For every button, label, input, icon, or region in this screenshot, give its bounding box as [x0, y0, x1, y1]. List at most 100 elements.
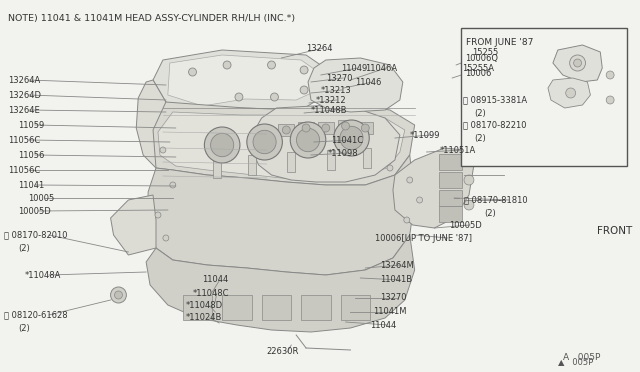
Polygon shape [252, 105, 400, 182]
Text: *11048A: *11048A [25, 270, 61, 279]
Text: (2): (2) [474, 109, 486, 118]
Circle shape [464, 175, 474, 185]
Circle shape [606, 96, 614, 104]
Text: *11098: *11098 [328, 148, 358, 157]
Text: 13270: 13270 [380, 294, 406, 302]
Circle shape [253, 130, 276, 154]
Polygon shape [248, 155, 256, 175]
Text: Ⓑ 08170-82010: Ⓑ 08170-82010 [4, 231, 67, 240]
Text: *11048D: *11048D [186, 301, 223, 311]
Circle shape [115, 291, 122, 299]
Circle shape [189, 68, 196, 76]
Text: 13264: 13264 [306, 44, 333, 52]
Polygon shape [439, 154, 462, 170]
Circle shape [296, 128, 319, 152]
Polygon shape [298, 122, 314, 134]
Circle shape [300, 66, 308, 74]
Circle shape [333, 120, 369, 156]
Text: Ⓑ 08170-82210: Ⓑ 08170-82210 [463, 121, 527, 129]
Text: *13213: *13213 [321, 86, 351, 94]
Text: NOTE) 11041 & 11041M HEAD ASSY-CYLINDER RH/LH (INC.*): NOTE) 11041 & 11041M HEAD ASSY-CYLINDER … [8, 14, 295, 23]
Polygon shape [158, 112, 404, 180]
Text: *11099: *11099 [410, 131, 440, 140]
Circle shape [160, 147, 166, 153]
Text: 11056C: 11056C [8, 135, 40, 144]
Circle shape [566, 88, 575, 98]
Polygon shape [153, 50, 331, 115]
Text: 13264D: 13264D [8, 90, 41, 99]
Circle shape [606, 71, 614, 79]
Polygon shape [357, 122, 373, 134]
Text: 11041B: 11041B [380, 276, 412, 285]
Polygon shape [153, 102, 415, 185]
Polygon shape [364, 148, 371, 168]
Text: 11049: 11049 [340, 64, 367, 73]
Text: Ⓦ 08915-3381A: Ⓦ 08915-3381A [463, 96, 527, 105]
Circle shape [271, 93, 278, 101]
Text: *11024B: *11024B [186, 314, 222, 323]
Circle shape [464, 200, 474, 210]
Text: 10005: 10005 [28, 193, 54, 202]
Text: 10005D: 10005D [18, 206, 51, 215]
Circle shape [570, 55, 586, 71]
Text: A   005P: A 005P [563, 353, 600, 362]
Circle shape [322, 124, 330, 132]
Polygon shape [111, 195, 156, 255]
Polygon shape [168, 55, 324, 106]
Text: 10006Q: 10006Q [465, 54, 498, 62]
Circle shape [247, 124, 282, 160]
Text: 13270: 13270 [326, 74, 352, 83]
Polygon shape [338, 120, 353, 132]
Circle shape [204, 127, 240, 163]
Text: ▲   005P: ▲ 005P [558, 357, 593, 366]
Polygon shape [278, 124, 294, 136]
Polygon shape [222, 295, 252, 320]
Circle shape [573, 59, 582, 67]
Circle shape [155, 212, 161, 218]
Text: 11041M: 11041M [373, 308, 406, 317]
Text: 10006[UP TO JUNE '87]: 10006[UP TO JUNE '87] [375, 234, 472, 243]
Polygon shape [148, 155, 415, 275]
Text: (2): (2) [484, 208, 495, 218]
Text: 10005D: 10005D [449, 221, 482, 230]
Polygon shape [327, 150, 335, 170]
Polygon shape [182, 295, 212, 320]
Circle shape [387, 165, 393, 171]
Circle shape [302, 124, 310, 132]
Text: 11044: 11044 [202, 276, 228, 285]
Polygon shape [553, 45, 602, 82]
Polygon shape [213, 158, 221, 178]
Text: 10006: 10006 [465, 68, 492, 77]
Text: (2): (2) [18, 324, 29, 333]
Polygon shape [136, 80, 173, 168]
Text: *13212: *13212 [316, 96, 347, 105]
Polygon shape [262, 295, 291, 320]
Polygon shape [318, 122, 333, 134]
Circle shape [170, 182, 176, 188]
Text: 11056: 11056 [18, 151, 44, 160]
Circle shape [342, 122, 349, 130]
Polygon shape [301, 295, 331, 320]
Text: *11048C: *11048C [193, 289, 229, 298]
Circle shape [300, 86, 308, 94]
Text: *11048B: *11048B [311, 106, 348, 115]
Text: 11046: 11046 [355, 77, 382, 87]
Text: 11041: 11041 [18, 180, 44, 189]
Polygon shape [308, 58, 403, 112]
Text: 11056C: 11056C [8, 166, 40, 174]
Circle shape [291, 122, 326, 158]
Polygon shape [439, 172, 462, 188]
Text: 11044: 11044 [370, 321, 397, 330]
Text: 13264M: 13264M [380, 260, 414, 269]
Polygon shape [439, 190, 462, 206]
Polygon shape [340, 295, 370, 320]
Text: Ⓑ 08120-61628: Ⓑ 08120-61628 [4, 311, 68, 320]
Circle shape [407, 177, 413, 183]
Circle shape [211, 133, 234, 157]
Polygon shape [548, 78, 591, 108]
Text: 11041C: 11041C [331, 135, 363, 144]
Text: 13264A: 13264A [8, 76, 40, 84]
Text: 15255A: 15255A [462, 64, 494, 73]
Circle shape [235, 93, 243, 101]
Polygon shape [393, 148, 474, 228]
